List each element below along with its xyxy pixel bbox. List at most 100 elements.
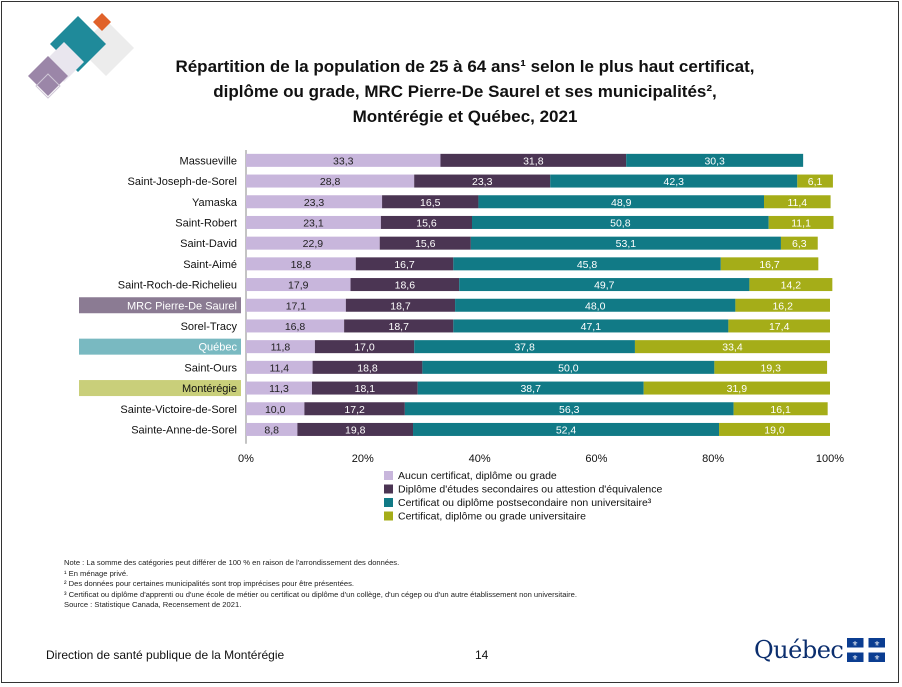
bar-segment <box>453 319 729 333</box>
data-label: 16,1 <box>770 404 791 416</box>
bar-segment <box>550 174 798 188</box>
data-label: 23,1 <box>303 217 324 229</box>
data-label: 50,0 <box>558 362 579 374</box>
data-label: 19,3 <box>761 362 782 374</box>
bar-segment <box>414 340 635 354</box>
data-label: 49,7 <box>594 280 615 292</box>
bar-segment <box>246 153 441 167</box>
bar-segment <box>720 257 819 271</box>
bar-segment <box>311 381 418 395</box>
legend-label: Certificat, diplôme ou grade universitai… <box>398 511 586 523</box>
data-label: 23,3 <box>304 197 325 209</box>
category-label: Québec <box>198 342 237 354</box>
bar-segment <box>312 360 423 374</box>
data-label: 56,3 <box>559 404 580 416</box>
data-label: 52,4 <box>556 424 577 436</box>
category-label: Massueville <box>180 155 237 167</box>
note-line: ¹ En ménage privé. <box>64 568 129 578</box>
bar-segment <box>634 340 830 354</box>
data-label: 47,1 <box>581 321 602 333</box>
bar-segment <box>314 340 415 354</box>
data-label: 48,9 <box>611 197 632 209</box>
footer-organization: Direction de santé publique de la Montér… <box>46 648 285 662</box>
bar-segment <box>246 422 298 436</box>
data-label: 17,9 <box>288 280 309 292</box>
category-label: Sainte-Victoire-de-Sorel <box>120 404 237 416</box>
data-label: 23,3 <box>472 176 493 188</box>
x-tick-label: 0% <box>238 453 254 465</box>
data-label: 11,3 <box>269 383 289 395</box>
bar-segment <box>345 298 456 312</box>
bar-segment <box>246 340 315 354</box>
note-line: Note : La somme des catégories peut diff… <box>64 558 400 567</box>
bar-segment <box>382 195 479 209</box>
bar-segment <box>304 402 405 416</box>
bar-segment <box>246 402 305 416</box>
data-label: 6,3 <box>792 238 807 250</box>
bar-segment <box>626 153 804 167</box>
x-tick-label: 80% <box>702 453 724 465</box>
data-label: 11,4 <box>787 197 807 209</box>
bar-segment <box>797 174 833 188</box>
quebec-logo-text: Québec <box>754 636 844 664</box>
bar-segment <box>344 319 454 333</box>
chart-title: Répartition de la population de 25 à 64 … <box>175 57 755 126</box>
svg-text:⚜: ⚜ <box>874 654 880 662</box>
diamond-orange <box>93 13 111 31</box>
category-highlight <box>79 380 241 397</box>
data-label: 8,8 <box>264 424 279 436</box>
bar-segment <box>733 402 828 416</box>
bar-segment <box>728 319 830 333</box>
data-label: 16,7 <box>394 259 415 271</box>
data-label: 31,8 <box>523 155 544 167</box>
stacked-bar-chart: Massueville 33,3 31,8 30,3 Saint-Joseph-de-S… <box>79 150 844 523</box>
bar-segment <box>764 195 831 209</box>
data-label: 31,9 <box>727 383 748 395</box>
bar-segment <box>413 422 720 436</box>
legend-label: Aucun certificat, diplôme ou grade <box>398 470 557 482</box>
page-number: 14 <box>475 648 489 662</box>
bar-segment <box>414 174 551 188</box>
bar-segment <box>780 236 818 250</box>
category-label: MRC Pierre-De Saurel <box>127 300 237 312</box>
data-label: 15,6 <box>415 238 436 250</box>
bar-segment <box>768 215 834 229</box>
notes: Note : La somme des catégories peut diff… <box>64 558 577 611</box>
fleurdelise-flag-icon: ⚜ ⚜ ⚜ ⚜ <box>847 638 886 662</box>
data-label: 33,4 <box>722 342 743 354</box>
category-label: Saint-Roch-de-Richelieu <box>118 280 237 292</box>
category-label: Sainte-Anne-de-Sorel <box>131 424 237 436</box>
quebec-logo: Québec ⚜ ⚜ ⚜ ⚜ <box>754 636 886 664</box>
data-label: 17,2 <box>344 404 365 416</box>
legend-swatch <box>384 498 393 507</box>
bar-segment <box>246 319 345 333</box>
legend-swatch <box>384 511 393 521</box>
x-tick-label: 100% <box>816 453 844 465</box>
data-label: 16,8 <box>285 321 306 333</box>
bar-segment <box>470 236 781 250</box>
diamond-outline <box>35 73 61 99</box>
decorative-diamonds <box>28 13 134 99</box>
legend-swatch <box>384 484 393 494</box>
bar-segment <box>422 360 715 374</box>
svg-text:⚜: ⚜ <box>852 640 858 648</box>
bar-segment <box>246 278 351 292</box>
data-label: 17,1 <box>286 300 307 312</box>
data-label: 38,7 <box>520 383 541 395</box>
note-line: ³ Certificat ou diplôme d'apprenti ou d'… <box>64 589 577 599</box>
diamond-purple <box>28 56 68 96</box>
data-label: 15,6 <box>416 217 437 229</box>
data-label: 16,2 <box>772 300 793 312</box>
data-label: 22,9 <box>303 238 324 250</box>
bar-segment <box>246 298 346 312</box>
bar-segment <box>350 278 460 292</box>
data-label: 48,0 <box>585 300 606 312</box>
category-highlight <box>79 297 241 314</box>
legend-label: Certificat ou diplôme postsecondaire non… <box>398 497 652 509</box>
bar-segment <box>472 215 769 229</box>
bar-segment <box>735 298 830 312</box>
bar-segment <box>719 422 830 436</box>
bar-segment <box>749 278 833 292</box>
x-tick-label: 20% <box>352 453 374 465</box>
category-label: Montérégie <box>182 383 237 395</box>
